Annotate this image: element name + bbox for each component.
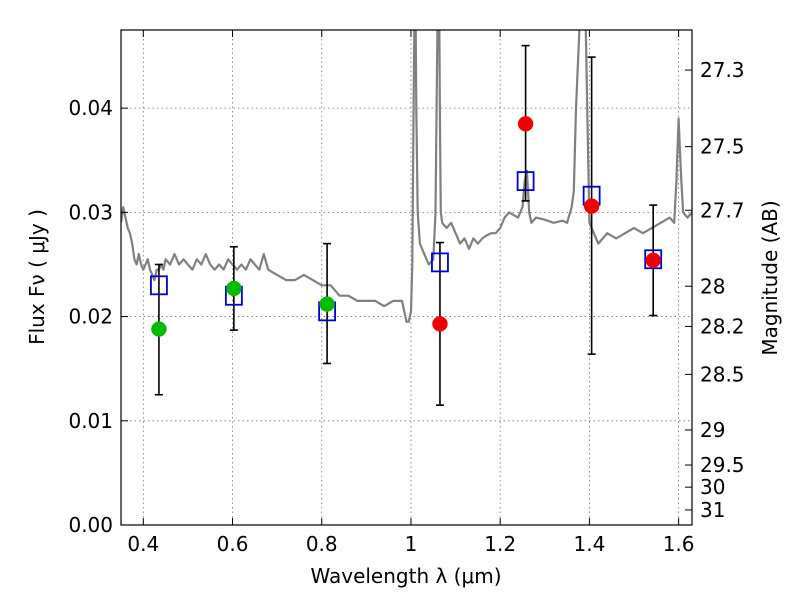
magnitude-tick-label: 30	[700, 475, 725, 499]
x-tick-label: 1.2	[484, 532, 516, 556]
magnitude-tick-label: 27.3	[700, 58, 745, 82]
observed-flux-point	[319, 296, 335, 312]
plot-frame	[120, 29, 693, 526]
magnitude-tick-label: 29.5	[700, 453, 745, 477]
observed-flux-point	[645, 252, 661, 269]
model-flux-square	[431, 252, 449, 273]
y-tick-label: 0.00	[68, 513, 113, 537]
y-ticks: 0.00 0.01 0.02 0.03 0.04	[68, 96, 128, 537]
y-tick-label: 0.03	[68, 200, 113, 224]
x-ticks: 0.4 0.6 0.8 1 1.2 1.4 1.6	[127, 30, 695, 556]
model-spectrum-line	[121, 30, 692, 323]
model-flux-square	[150, 275, 168, 296]
y-tick-label: 0.02	[68, 305, 113, 329]
x-tick-label: 1.6	[663, 532, 695, 556]
observed-flux-point	[151, 321, 167, 337]
magnitude-tick-label: 28.2	[700, 314, 745, 338]
observed-flux-point	[226, 280, 242, 297]
magnitude-tick-label: 31	[700, 498, 725, 522]
data-markers	[150, 116, 663, 337]
x-tick-label: 1.4	[573, 532, 605, 556]
magnitude-tick-label: 27.7	[700, 198, 745, 222]
magnitude-tick-label: 28.5	[700, 362, 745, 386]
x-tick-label: 0.4	[127, 532, 159, 556]
observed-flux-point	[583, 198, 600, 214]
y-tick-label: 0.04	[68, 96, 113, 120]
magnitude-tick-label: 27.5	[700, 135, 745, 159]
model-spectrum	[121, 30, 692, 323]
grid	[121, 30, 692, 526]
x-tick-label: 0.6	[217, 532, 249, 556]
x-axis-title: Wavelength λ (μm)	[310, 564, 501, 588]
magnitude-tick-label: 28	[700, 274, 725, 298]
y-tick-label: 0.01	[68, 409, 113, 433]
right-axis-title: Magnitude (AB)	[758, 200, 782, 355]
x-tick-label: 1	[405, 532, 418, 556]
observed-flux-point	[517, 116, 534, 132]
x-tick-label: 0.8	[306, 532, 338, 556]
model-flux-square	[644, 249, 663, 270]
plot-background	[121, 30, 692, 525]
y-axis-title: Flux Fν ( μJy )	[25, 209, 49, 345]
observed-flux-point	[432, 316, 448, 332]
magnitude-tick-label: 29	[700, 418, 725, 442]
model-flux-square	[516, 171, 535, 192]
